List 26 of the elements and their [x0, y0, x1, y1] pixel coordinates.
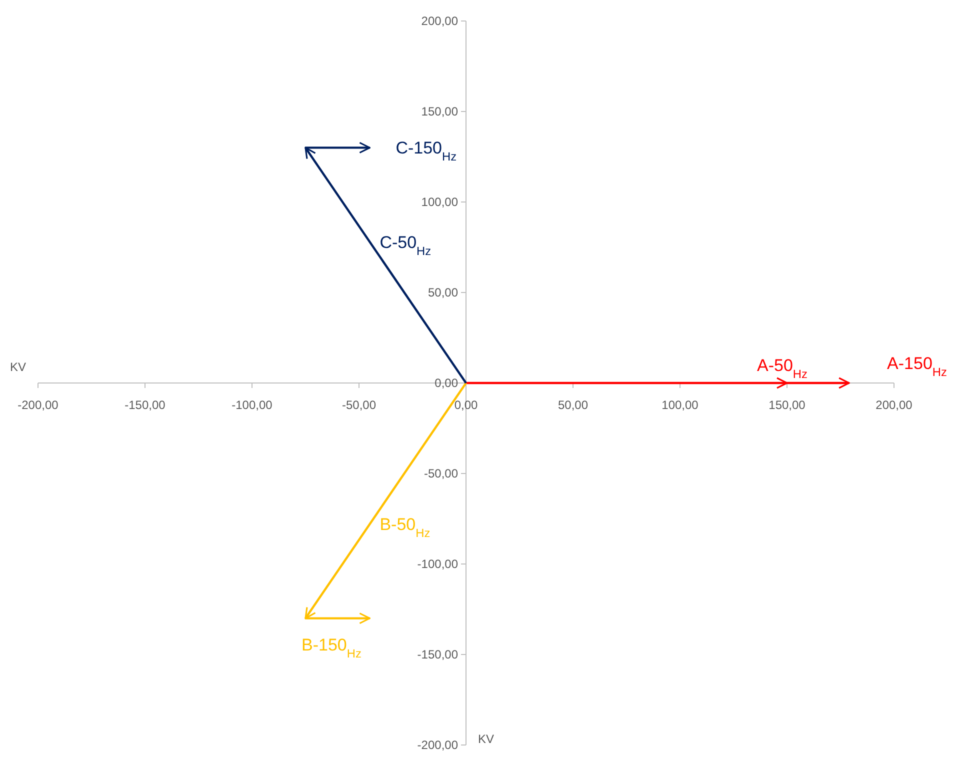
x-tick-label: -150,00	[124, 398, 166, 412]
y-tick-label: 100,00	[421, 195, 458, 209]
series-label: B-50$_{Hz}$	[380, 515, 430, 540]
x-tick-label: -50,00	[342, 398, 376, 412]
x-axis-title: KV	[10, 360, 26, 374]
y-tick-label: -50,00	[424, 466, 458, 480]
x-tick-label: 0,00	[454, 398, 478, 412]
x-tick-label: 100,00	[662, 398, 699, 412]
y-axis-title: KV	[478, 732, 494, 746]
text: A-150$_{Hz}$	[887, 354, 948, 379]
y-tick-label: 0,00	[434, 376, 458, 390]
series-label: B-150$_{Hz}$	[302, 635, 362, 660]
x-tick-label: 150,00	[768, 398, 806, 412]
x-tick-label: -200,00	[18, 398, 59, 412]
series-label: C-150$_{Hz}$	[396, 138, 457, 164]
series-label: C-50$_{Hz}$	[380, 232, 432, 258]
y-tick-label: 50,00	[428, 286, 458, 300]
x-tick-label: 200,00	[876, 398, 913, 412]
y-tick-label: -100,00	[417, 557, 458, 571]
y-tick-label: -150,00	[417, 648, 458, 662]
series-label: A-50$_{Hz}$	[757, 356, 808, 381]
y-tick-label: 150,00	[421, 104, 458, 118]
x-tick-label: 50,00	[558, 398, 588, 412]
x-tick-label: -100,00	[232, 398, 273, 412]
y-tick-label: 200,00	[421, 14, 458, 28]
y-tick-label: -200,00	[417, 738, 458, 752]
